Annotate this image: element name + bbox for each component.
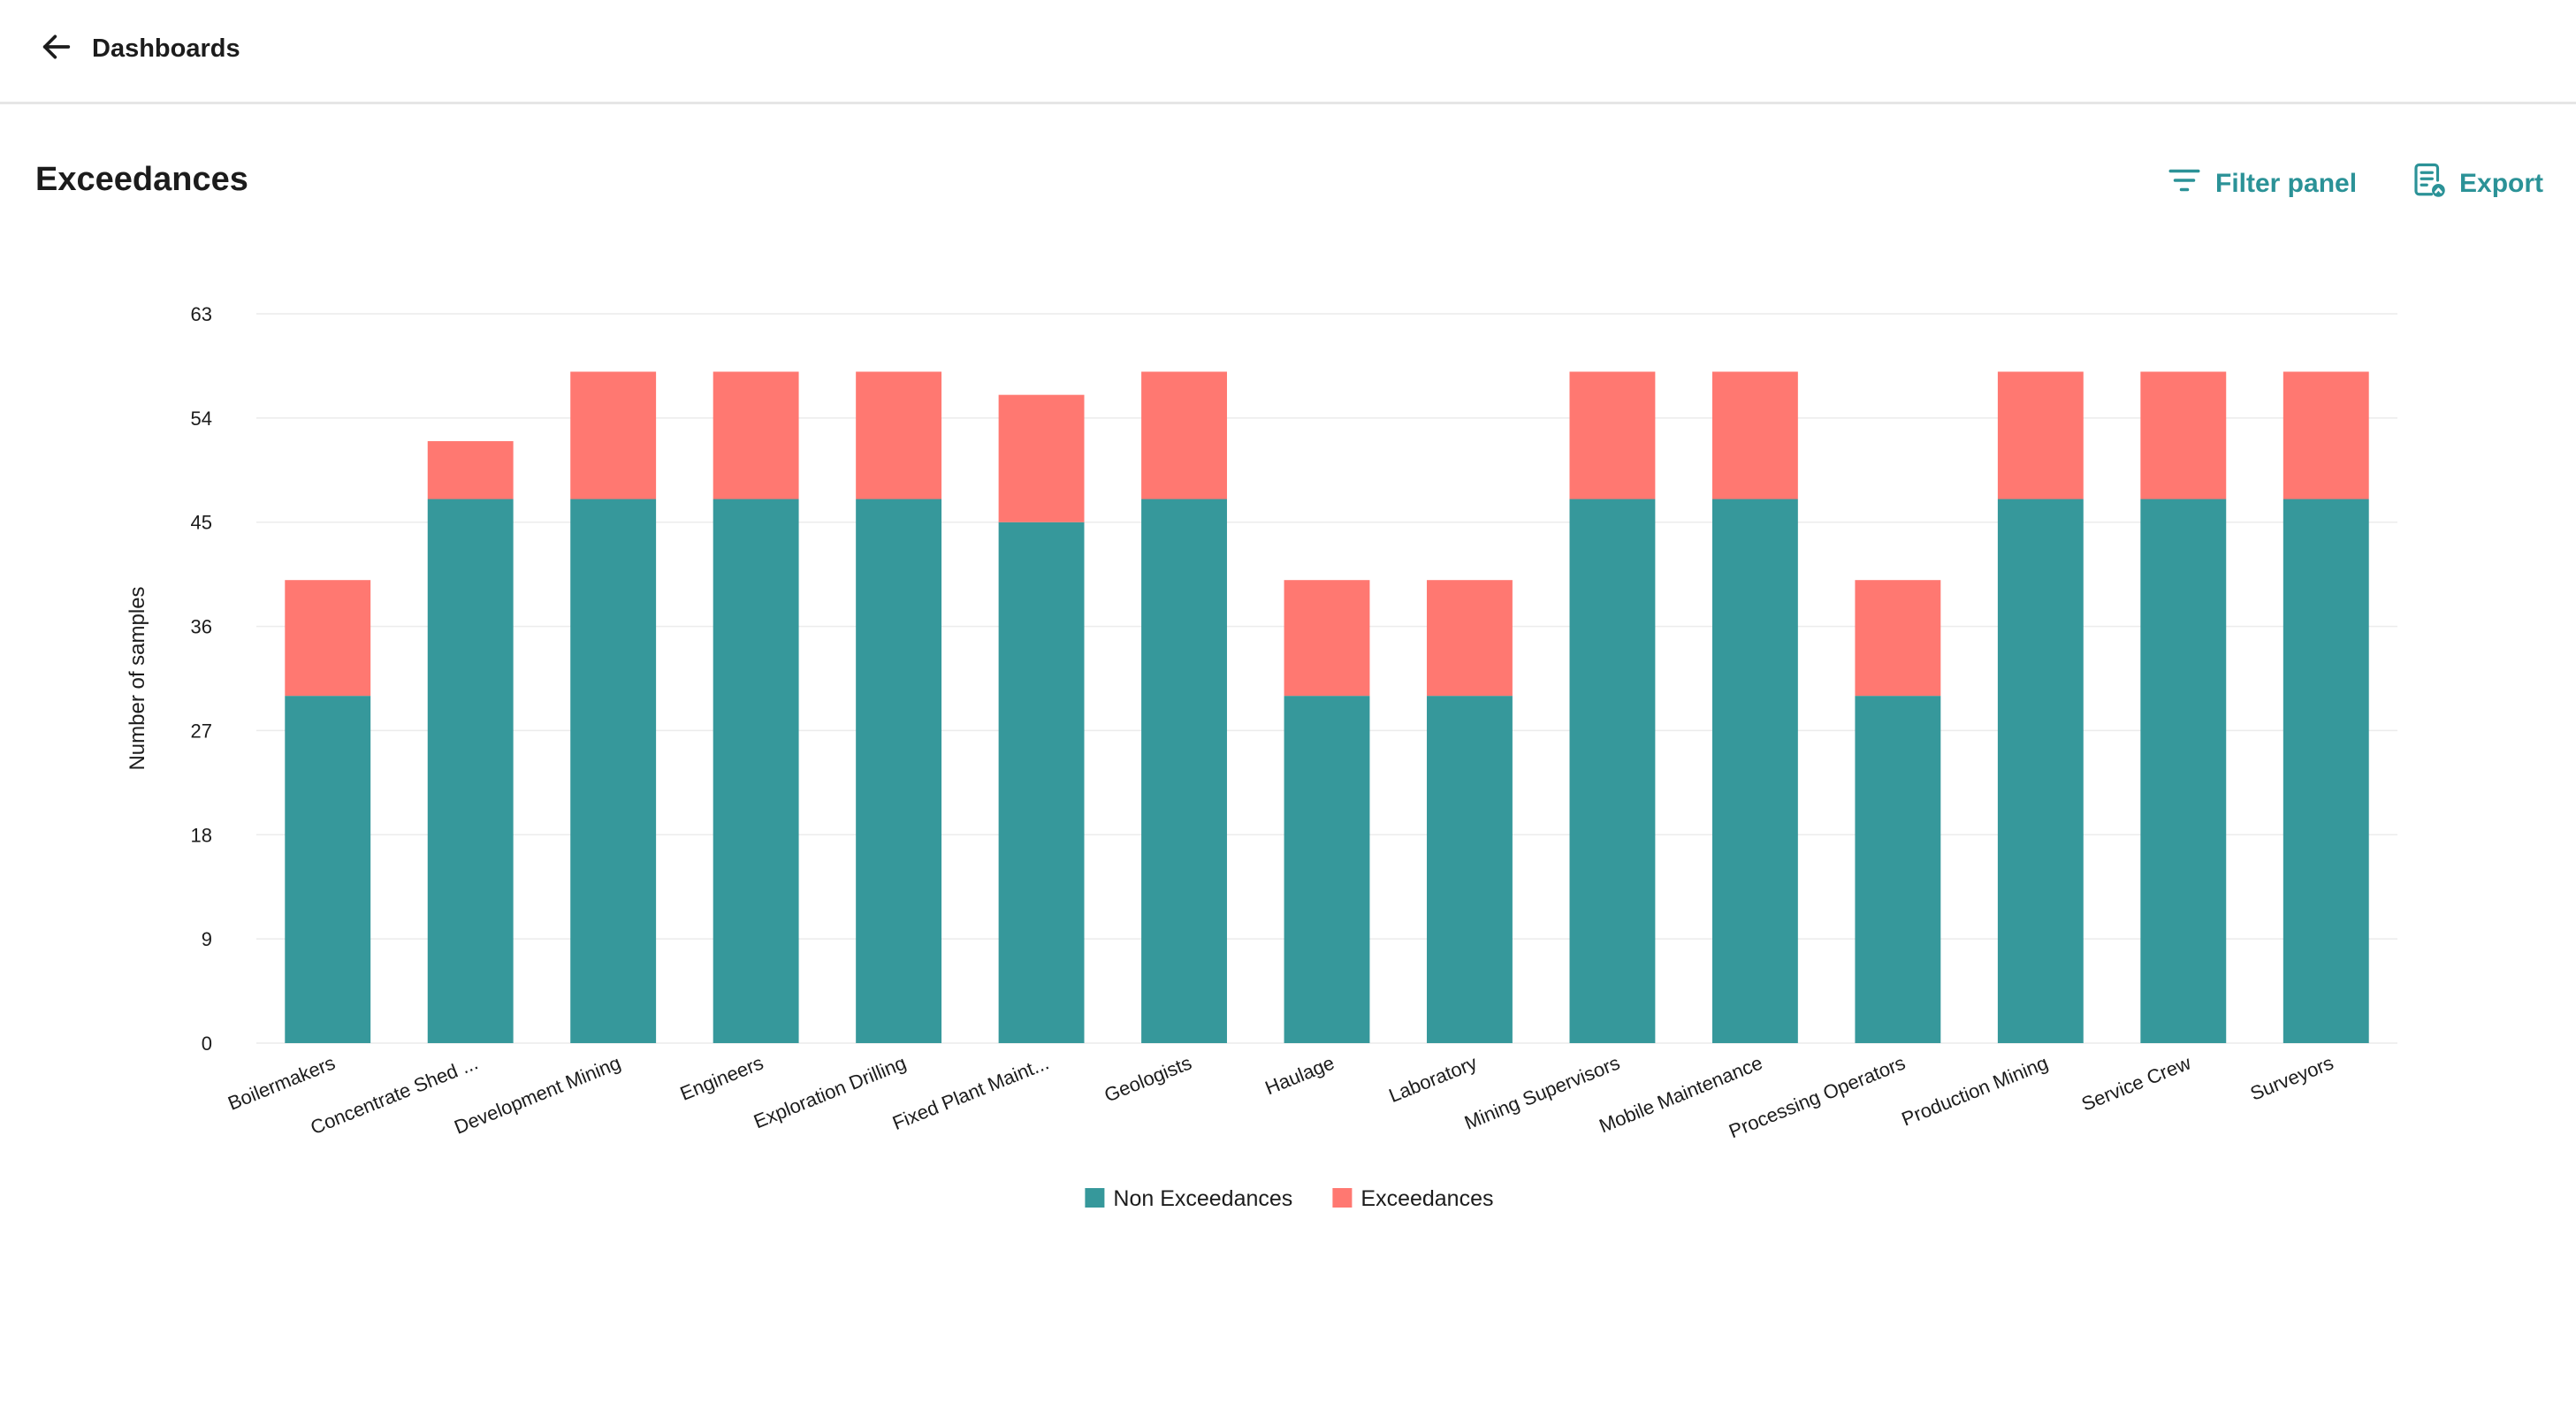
x-tick-label: Service Crew	[2078, 1051, 2194, 1115]
export-button[interactable]: Export	[2410, 162, 2543, 206]
bar-non-exceedances[interactable]	[2283, 499, 2369, 1043]
bar-exceedances[interactable]	[2140, 371, 2227, 499]
bar-exceedances[interactable]	[2283, 371, 2369, 499]
filter-panel-label: Filter panel	[2215, 169, 2358, 198]
legend-label: Non Exceedances	[1113, 1186, 1292, 1211]
x-tick-label: Surveyors	[2247, 1051, 2336, 1104]
export-document-icon	[2410, 162, 2447, 206]
bar-exceedances[interactable]	[570, 371, 657, 499]
legend-swatch	[1332, 1188, 1353, 1208]
bar-exceedances[interactable]	[285, 580, 371, 697]
bar-non-exceedances[interactable]	[1284, 696, 1370, 1043]
bar-non-exceedances[interactable]	[998, 522, 1085, 1043]
bar-non-exceedances[interactable]	[1569, 499, 1656, 1043]
bar-exceedances[interactable]	[713, 371, 799, 499]
bar-exceedances[interactable]	[1141, 371, 1227, 499]
y-tick-label: 18	[191, 824, 212, 846]
export-label: Export	[2459, 169, 2544, 198]
page-title: Exceedances	[35, 161, 248, 198]
bar-exceedances[interactable]	[1997, 371, 2084, 499]
y-tick-label: 27	[191, 720, 212, 742]
legend-label: Exceedances	[1360, 1186, 1493, 1211]
bar-non-exceedances[interactable]	[1855, 696, 1941, 1043]
bar-non-exceedances[interactable]	[856, 499, 942, 1043]
top-bar: Dashboards	[0, 0, 2576, 104]
bar-non-exceedances[interactable]	[713, 499, 799, 1043]
y-tick-label: 9	[202, 928, 212, 950]
y-tick-label: 63	[191, 303, 212, 325]
bar-non-exceedances[interactable]	[1141, 499, 1227, 1043]
x-tick-label: Boilermakers	[225, 1051, 338, 1114]
bar-non-exceedances[interactable]	[2140, 499, 2227, 1043]
back-link-label: Dashboards	[92, 34, 240, 63]
bar-non-exceedances[interactable]	[1427, 696, 1513, 1043]
exceedances-chart: 0 9 18 27 36 45 54 63 Number of samples Boilermak…	[126, 303, 2397, 1211]
x-tick-label: Fixed Plant Maint...	[889, 1051, 1052, 1134]
bar-exceedances[interactable]	[1711, 371, 1798, 499]
legend-swatch	[1085, 1188, 1105, 1208]
bar-exceedances[interactable]	[1855, 580, 1941, 697]
y-tick-label: 45	[191, 512, 212, 534]
bar-exceedances[interactable]	[1427, 580, 1513, 697]
x-tick-label: Exploration Drilling	[751, 1051, 909, 1132]
bar-non-exceedances[interactable]	[1711, 499, 1798, 1043]
x-tick-label: Production Mining	[1899, 1051, 2052, 1130]
bar-exceedances[interactable]	[1284, 580, 1370, 697]
bar-non-exceedances[interactable]	[1997, 499, 2084, 1043]
bar-non-exceedances[interactable]	[285, 696, 371, 1043]
x-tick-label: Engineers	[677, 1051, 766, 1104]
x-tick-label: Geologists	[1101, 1051, 1195, 1106]
bar-exceedances[interactable]	[856, 371, 942, 499]
filter-icon	[2166, 162, 2203, 206]
arrow-left-icon	[39, 29, 74, 69]
x-tick-label: Laboratory	[1385, 1051, 1480, 1107]
y-tick-label: 54	[191, 408, 212, 430]
y-tick-label: 36	[191, 616, 212, 638]
bar-non-exceedances[interactable]	[427, 499, 514, 1043]
bar-non-exceedances[interactable]	[570, 499, 657, 1043]
bar-exceedances[interactable]	[427, 441, 514, 499]
y-axis-title: Number of samples	[126, 586, 149, 770]
bar-exceedances[interactable]	[1569, 371, 1656, 499]
filter-panel-button[interactable]: Filter panel	[2166, 162, 2357, 206]
bar-exceedances[interactable]	[998, 394, 1085, 522]
y-tick-label: 0	[202, 1033, 212, 1055]
back-to-dashboards-link[interactable]: Dashboards	[39, 27, 240, 71]
x-tick-label: Haulage	[1262, 1051, 1338, 1099]
